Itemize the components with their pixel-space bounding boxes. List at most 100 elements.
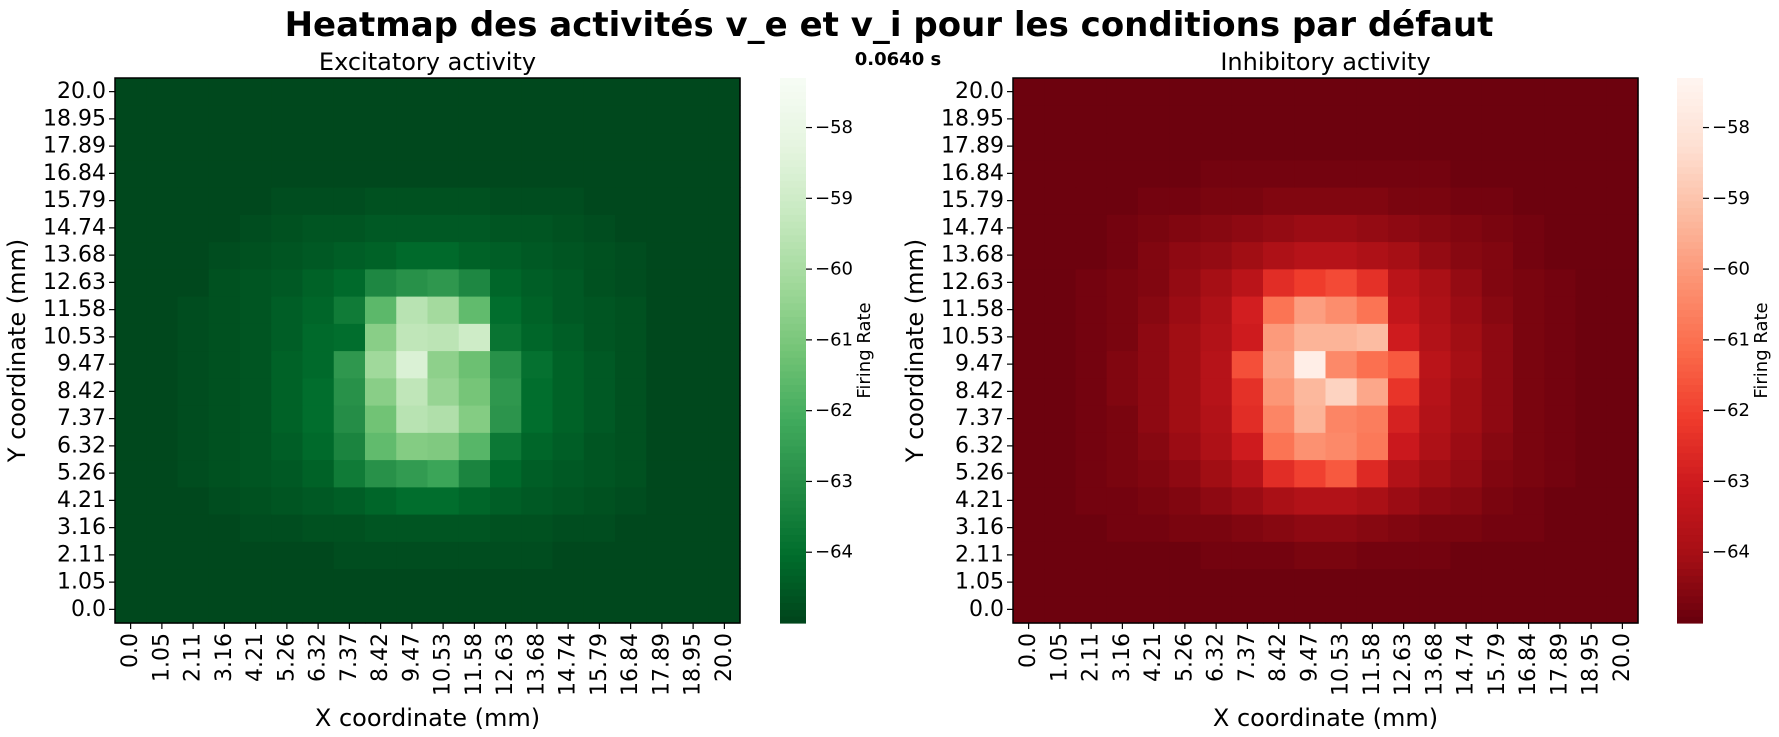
heatmap-cell <box>1513 541 1545 570</box>
heatmap-cell <box>177 296 210 324</box>
heatmap-cell <box>1606 105 1639 134</box>
heatmap-cell <box>583 350 616 379</box>
heatmap-cell <box>1356 187 1389 215</box>
heatmap-cell <box>1419 159 1452 188</box>
heatmap-cell <box>708 405 741 433</box>
colorbar-segment <box>1677 268 1703 277</box>
heatmap-cell <box>1075 105 1108 134</box>
heatmap-cell <box>1231 323 1264 352</box>
colorbar-segment <box>780 112 806 120</box>
x-tick-label: 11.58 <box>1360 633 1385 696</box>
heatmap-cell <box>1138 459 1170 488</box>
heatmap-cell <box>146 268 179 297</box>
heatmap-cell <box>552 268 585 297</box>
heatmap-cell <box>1138 541 1170 570</box>
heatmap-cell <box>271 350 304 379</box>
heatmap-cell <box>1075 323 1108 352</box>
heatmap-cell <box>458 432 491 461</box>
colorbar-segment <box>780 541 806 549</box>
heatmap-cell <box>521 296 554 324</box>
heatmap-cell <box>1419 187 1452 215</box>
heatmap-cell <box>1450 595 1483 624</box>
heatmap-cell <box>708 105 741 134</box>
heatmap-cell <box>1450 132 1483 161</box>
heatmap-cell <box>490 432 522 461</box>
heatmap-cell <box>1388 405 1420 433</box>
heatmap-cell <box>177 432 210 461</box>
heatmap-cell <box>115 159 147 188</box>
heatmap-cell <box>1544 241 1577 270</box>
heatmap-cell <box>1231 568 1264 597</box>
x-tick-label: 13.68 <box>1422 633 1447 696</box>
heatmap-cell <box>1606 296 1639 324</box>
heatmap-cell <box>1606 595 1639 624</box>
heatmap-cell <box>458 214 491 243</box>
y-tick-label: 5.26 <box>955 461 1004 486</box>
heatmap-cell <box>271 296 304 324</box>
heatmap-cell <box>583 132 616 161</box>
heatmap-cell <box>1544 296 1577 324</box>
heatmap-cell <box>490 595 522 624</box>
heatmap-cell <box>1481 486 1514 515</box>
x-tick-label: 13.68 <box>524 633 549 696</box>
heatmap-cell <box>646 78 679 106</box>
x-tick-label: 6.32 <box>306 633 331 682</box>
heatmap-cell <box>1106 486 1139 515</box>
colorbar-segment <box>780 248 806 256</box>
heatmap-cell <box>1013 241 1045 270</box>
heatmap-cell <box>1075 541 1108 570</box>
y-tick-label: 3.16 <box>57 515 106 540</box>
heatmap-cell <box>146 486 179 515</box>
heatmap-cell <box>1388 568 1420 597</box>
colorbar-segment <box>780 330 806 338</box>
heatmap-cell <box>615 432 647 461</box>
heatmap-cell <box>1575 459 1608 488</box>
y-tick-label: 11.58 <box>43 297 106 322</box>
heatmap-cell <box>396 568 429 597</box>
heatmap-cell <box>1013 432 1045 461</box>
heatmap-cell <box>646 214 679 243</box>
colorbar-segment <box>780 296 806 304</box>
heatmap-cell <box>552 296 585 324</box>
colorbar-segment <box>1677 384 1703 392</box>
heatmap-cell <box>1356 105 1389 134</box>
y-tick-label: 13.68 <box>941 243 1004 268</box>
heatmap-cell <box>1325 405 1358 433</box>
heatmap-cell <box>1044 296 1077 324</box>
heatmap-cell <box>1544 568 1577 597</box>
heatmap-cell <box>1075 486 1108 515</box>
heatmap-cell <box>1575 159 1608 188</box>
colorbar-segment <box>780 98 806 106</box>
heatmap-cell <box>208 486 241 515</box>
heatmap-cell <box>646 350 679 379</box>
heatmap-cell <box>1294 159 1327 188</box>
x-tick-label: 9.47 <box>1297 633 1322 682</box>
heatmap-cell <box>1419 296 1452 324</box>
heatmap-cell <box>1325 105 1358 134</box>
heatmap-cell <box>1388 350 1420 379</box>
heatmap-cell <box>708 268 741 297</box>
heatmap-cell <box>1388 432 1420 461</box>
colorbar-tick-label: −64 <box>1712 542 1750 563</box>
colorbar-segment <box>780 302 806 311</box>
heatmap-cell <box>1138 214 1170 243</box>
heatmap-cell <box>208 514 241 542</box>
heatmap-cell <box>1419 595 1452 624</box>
heatmap-cell <box>1138 132 1170 161</box>
heatmap-cell <box>521 405 554 433</box>
colorbar-segment <box>780 357 806 365</box>
heatmap-cell <box>1325 486 1358 515</box>
heatmap-cell <box>427 350 460 379</box>
heatmap-cell <box>615 595 647 624</box>
heatmap-cell <box>1106 296 1139 324</box>
colorbar-segment <box>780 486 806 495</box>
heatmap-cell <box>1231 377 1264 406</box>
x-tick-label: 3.16 <box>1110 633 1135 682</box>
colorbar-segment <box>1677 405 1703 413</box>
heatmap-cell <box>583 78 616 106</box>
heatmap-cell <box>1544 595 1577 624</box>
heatmap-cell <box>333 268 366 297</box>
heatmap-cell <box>115 405 147 433</box>
heatmap-cell <box>365 432 397 461</box>
colorbar-segment <box>780 268 806 277</box>
